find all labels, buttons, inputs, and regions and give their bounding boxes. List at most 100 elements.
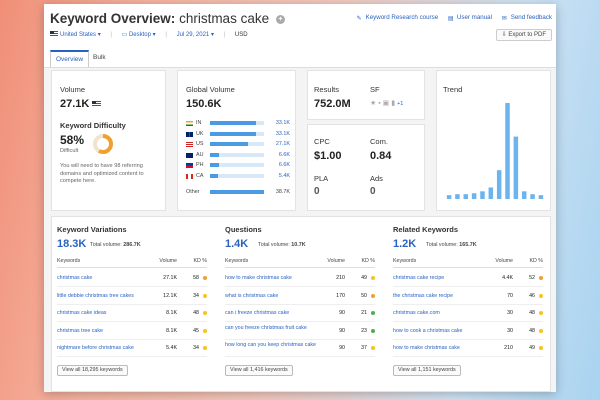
section-count[interactable]: 1.2K [393, 238, 417, 250]
feedback-link[interactable]: ✉ Send feedback [501, 14, 552, 22]
flag-ph-icon [186, 163, 193, 168]
keyword-link[interactable]: nightmare before christmas cake [57, 345, 134, 351]
keyword-volume: 27.1K [163, 275, 177, 281]
table-row: how to cook a christmas cake 30 48 [393, 323, 543, 340]
kd-label: Keyword Difficulty [60, 121, 126, 130]
add-keyword-icon[interactable]: + [275, 15, 285, 24]
trend-label: Trend [443, 85, 463, 94]
keyword-link[interactable]: the christmas cake recipe [393, 292, 454, 299]
table-row: how long can you keep christmas cake 90 37 [225, 340, 375, 357]
kd-dot-icon [371, 311, 375, 315]
global-volume-row-us: US 27.1K [186, 141, 290, 149]
date-select[interactable]: Jul 29, 2021 ▾ [176, 32, 214, 38]
download-icon: ⇩ [501, 32, 507, 38]
keyword-link[interactable]: christmas cake.com [393, 310, 440, 316]
tab-bulk-analysis[interactable]: Bulk Analysis [93, 54, 117, 77]
country-volume[interactable]: 33.1K [275, 120, 290, 126]
keyword-link[interactable]: can i freeze christmas cake [225, 310, 290, 316]
keyword-link[interactable]: what is christmas cake [225, 292, 279, 299]
keyword-volume: 210 [504, 345, 513, 351]
keyword-volume: 90 [339, 310, 345, 316]
share-bar [210, 163, 264, 167]
table-row: how to make christmas cake 210 49 [225, 270, 375, 287]
keyword-volume: 210 [336, 275, 345, 281]
table-row: christmas cake.com 30 48 [393, 305, 543, 322]
global-volume-card: Global Volume 150.6K IN 33.1K UK 33.1K US 27.… [177, 70, 296, 211]
keyword-link[interactable]: how to make christmas cake [393, 345, 460, 351]
table-header: Keywords Volume KD % [225, 258, 375, 268]
keyword-kd: 48 [193, 310, 199, 316]
cpc-card: CPC $1.00 Com. 0.84 PLA 0 Ads 0 [307, 124, 425, 211]
keyword-kd: 52 [529, 275, 535, 281]
country-code: AU [196, 151, 204, 158]
keyword-volume: 30 [507, 327, 513, 334]
view-all-button[interactable]: View all 18,295 keywords [57, 365, 128, 376]
sf-label: SF [370, 85, 380, 94]
manual-link[interactable]: ▤ User manual [447, 14, 492, 22]
country-volume[interactable]: 27.1K [275, 141, 290, 147]
keyword-kd: 21 [361, 310, 367, 316]
database-select[interactable]: United States ▾ [50, 31, 101, 38]
sf-more-link[interactable]: +1 [397, 101, 404, 107]
keyword-kd: 48 [529, 310, 535, 316]
kd-dot-icon [539, 276, 543, 280]
keyword-link[interactable]: christmas cake [57, 275, 93, 281]
keyword-kd: 49 [361, 275, 367, 281]
trend-bar [463, 194, 469, 199]
serp-features: ★ ▪ ▣ ▮ +1 [370, 99, 403, 107]
country-volume[interactable]: 6.6K [278, 162, 290, 168]
country-volume[interactable]: 33.1K [275, 130, 290, 137]
feedback-icon: ✉ [501, 15, 507, 22]
tab-overview[interactable]: Overview [50, 50, 90, 68]
table-row: can you freeze christmas fruit cake 90 23 [225, 323, 375, 340]
section-count[interactable]: 18.3K [57, 238, 87, 250]
keyword-volume: 8.1K [166, 327, 177, 334]
view-all-button[interactable]: View all 1,151 keywords [393, 365, 461, 376]
kd-note: You will need to have 98 referring domai… [60, 163, 144, 184]
questions-block: Questions 1.4K Total volume: 10.7K Keywords… [225, 220, 385, 390]
us-flag-icon [92, 101, 102, 107]
kd-dot-icon [371, 293, 375, 298]
country-code: IN [196, 120, 202, 126]
global-volume-row-other: Other 38.7K [186, 189, 290, 197]
course-link[interactable]: ✎ Keyword Research course [356, 14, 439, 22]
app-window: Keyword Overview: christmas cake + ✎ Keyw… [44, 4, 556, 392]
trend-card: Trend [436, 70, 551, 211]
keyword-volume: 8.1K [166, 310, 177, 316]
device-select[interactable]: ▭ Desktop ▾ [121, 32, 156, 38]
keyword-link[interactable]: how to make christmas cake [225, 275, 292, 281]
keyword-link[interactable]: christmas cake recipe [393, 275, 445, 281]
results-label: Results [314, 85, 340, 94]
keyword-link[interactable]: can you freeze christmas fruit cake [225, 324, 307, 331]
section-count[interactable]: 1.4K [225, 238, 249, 250]
trend-bar [480, 191, 485, 199]
table-row: christmas tree cake 8.1K 45 [57, 323, 207, 340]
col-kd: KD % [361, 258, 375, 264]
global-volume-row-in: IN 33.1K [186, 120, 290, 128]
country-code: UK [196, 130, 204, 137]
view-all-button[interactable]: View all 1,416 keywords [225, 365, 293, 376]
trend-bar [513, 136, 519, 199]
country-code: US [196, 141, 204, 147]
keyword-link[interactable]: christmas tree cake [57, 327, 103, 334]
keyword-link[interactable]: christmas cake ideas [57, 310, 107, 316]
kd-dot-icon [203, 293, 207, 298]
col-kd: KD % [193, 258, 207, 264]
global-volume-row-au: AU 6.6K [186, 151, 290, 160]
country-volume[interactable]: 6.6K [278, 151, 290, 158]
share-bar [210, 173, 264, 178]
country-volume[interactable]: 38.7K [275, 189, 290, 195]
share-bar [210, 190, 264, 194]
export-pdf-button[interactable]: ⇩ Export to PDF [495, 29, 552, 41]
section-total: Total volume: 286.7K [90, 242, 141, 248]
keyword-link[interactable]: how to cook a christmas cake [393, 327, 463, 334]
page-title: Keyword Overview: christmas cake + [50, 11, 285, 26]
keyword-link[interactable]: how long can you keep christmas cake [225, 342, 316, 348]
kd-dot-icon [371, 276, 375, 280]
keyword-link[interactable]: little debbie christmas tree cakes [57, 292, 134, 299]
kd-dot-icon [203, 346, 207, 350]
global-volume-value: 150.6K [186, 98, 222, 110]
country-volume[interactable]: 5.4K [278, 172, 290, 179]
keyword-volume: 70 [507, 292, 513, 299]
currency-label: USD [234, 32, 248, 38]
